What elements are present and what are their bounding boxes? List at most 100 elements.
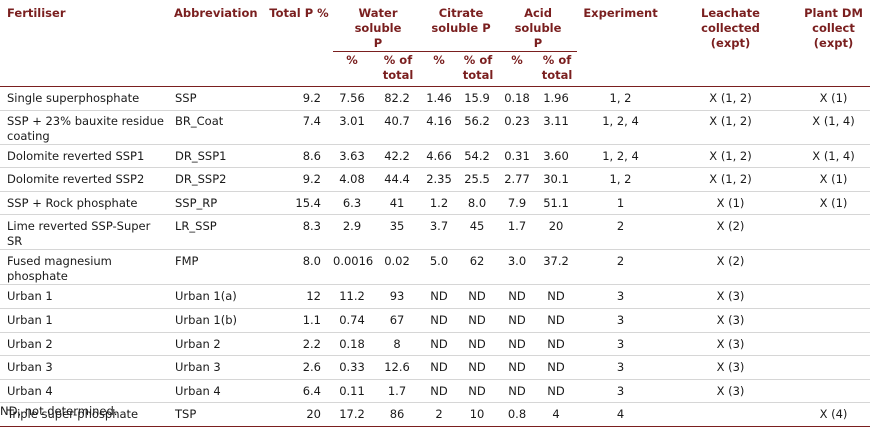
cell-experiment: 1, 2	[577, 86, 665, 111]
cell-experiment: 2	[577, 214, 665, 251]
cell-abbreviation: SSP_RP	[167, 191, 265, 216]
cell-experiment: 1, 2	[577, 167, 665, 192]
header-abbreviation: Abbreviation	[167, 0, 265, 87]
header-plant-dm: Plant DM collect (expt)	[797, 0, 870, 87]
cell-experiment: 1	[577, 191, 665, 216]
cell-acid-pct: 0.18	[499, 86, 536, 111]
header-citrate-soluble-p: Citrate soluble P	[423, 0, 500, 52]
cell-plant-dm: X (1)	[797, 86, 870, 111]
cell-fertiliser: Urban 4	[0, 379, 167, 404]
cell-plant-dm: X (1, 4)	[797, 110, 870, 145]
cell-acid-pct-total: 30.1	[535, 167, 578, 192]
cell-citrate-pct: 4.16	[423, 110, 456, 145]
cell-citrate-pct-total: 8.0	[455, 191, 500, 216]
cell-plant-dm	[797, 214, 870, 251]
cell-acid-pct-total: ND	[535, 284, 578, 309]
cell-abbreviation: Urban 4	[167, 379, 265, 404]
cell-citrate-pct: ND	[423, 379, 456, 404]
cell-citrate-pct-total: 56.2	[455, 110, 500, 145]
cell-citrate-pct: ND	[423, 284, 456, 309]
cell-water-pct: 7.56	[333, 86, 371, 111]
cell-citrate-pct-total: ND	[455, 308, 500, 333]
cell-acid-pct: 1.7	[499, 214, 536, 251]
cell-acid-pct-total: ND	[535, 332, 578, 357]
cell-acid-pct-total: 3.60	[535, 144, 578, 169]
cell-acid-pct: 0.8	[499, 402, 536, 427]
cell-water-pct-total: 35	[371, 214, 424, 251]
header-citrate-pct-total: % of total	[455, 51, 500, 87]
cell-plant-dm: X (4)	[797, 402, 870, 427]
table-row: Urban 1 Urban 1(b) 1.1 0.74 67 ND ND ND ND 3 X (3)	[0, 308, 870, 333]
cell-total-p: 8.0	[265, 249, 333, 286]
cell-water-pct-total: 42.2	[371, 144, 424, 169]
cell-citrate-pct-total: ND	[455, 284, 500, 309]
cell-citrate-pct-total: ND	[455, 332, 500, 357]
header-acid-soluble-p: Acid soluble P	[499, 0, 578, 52]
table-row: SSP + Rock phosphate SSP_RP 15.4 6.3 41 1.2 8.…	[0, 191, 870, 216]
cell-total-p: 12	[265, 284, 333, 309]
cell-citrate-pct: 3.7	[423, 214, 456, 251]
cell-total-p: 9.2	[265, 86, 333, 111]
cell-experiment: 1, 2, 4	[577, 144, 665, 169]
cell-leachate: X (2)	[664, 214, 798, 251]
header-fertiliser: Fertiliser	[0, 0, 167, 87]
header-total-p: Total P %	[265, 0, 333, 87]
cell-abbreviation: LR_SSP	[167, 214, 265, 251]
cell-acid-pct: ND	[499, 379, 536, 404]
cell-acid-pct-total: 51.1	[535, 191, 578, 216]
cell-plant-dm	[797, 355, 870, 380]
header-leachate: Leachate collected (expt)	[664, 0, 798, 87]
cell-total-p: 20	[265, 402, 333, 427]
cell-experiment: 3	[577, 308, 665, 333]
cell-plant-dm	[797, 332, 870, 357]
cell-water-pct: 0.74	[333, 308, 371, 333]
cell-fertiliser: Triple super-phosphate	[0, 402, 167, 427]
cell-experiment: 2	[577, 249, 665, 286]
cell-citrate-pct-total: ND	[455, 379, 500, 404]
cell-water-pct: 2.9	[333, 214, 371, 251]
cell-citrate-pct-total: 15.9	[455, 86, 500, 111]
cell-fertiliser: Urban 1	[0, 284, 167, 309]
cell-water-pct-total: 40.7	[371, 110, 424, 145]
cell-total-p: 6.4	[265, 379, 333, 404]
cell-citrate-pct: 2.35	[423, 167, 456, 192]
cell-experiment: 4	[577, 402, 665, 427]
cell-water-pct: 0.18	[333, 332, 371, 357]
cell-plant-dm	[797, 249, 870, 286]
cell-plant-dm: X (1)	[797, 191, 870, 216]
cell-plant-dm	[797, 379, 870, 404]
header-water-soluble-p: Water soluble P	[333, 0, 424, 52]
cell-citrate-pct: ND	[423, 332, 456, 357]
cell-plant-dm: X (1, 4)	[797, 144, 870, 169]
cell-acid-pct: ND	[499, 332, 536, 357]
cell-citrate-pct: 4.66	[423, 144, 456, 169]
cell-citrate-pct-total: 54.2	[455, 144, 500, 169]
table-row: Triple super-phosphate TSP 20 17.2 86 2 10 0.8 4…	[0, 402, 870, 427]
cell-citrate-pct-total: ND	[455, 355, 500, 380]
cell-experiment: 3	[577, 379, 665, 404]
cell-citrate-pct-total: 25.5	[455, 167, 500, 192]
table-row: Dolomite reverted SSP2 DR_SSP2 9.2 4.08 44.4…	[0, 167, 870, 192]
cell-water-pct: 17.2	[333, 402, 371, 427]
cell-citrate-pct: ND	[423, 308, 456, 333]
header-water-pct: %	[333, 51, 371, 87]
cell-fertiliser: Dolomite reverted SSP1	[0, 144, 167, 169]
cell-water-pct-total: 82.2	[371, 86, 424, 111]
cell-leachate: X (1, 2)	[664, 86, 798, 111]
cell-acid-pct: 0.31	[499, 144, 536, 169]
cell-acid-pct: ND	[499, 284, 536, 309]
table-row: Urban 1 Urban 1(a) 12 11.2 93 ND ND ND ND 3 X (3)	[0, 284, 870, 309]
table-row: Single superphosphate SSP 9.2 7.56 82.2 1.46 1…	[0, 86, 870, 111]
table-row: Urban 2 Urban 2 2.2 0.18 8 ND ND ND ND 3 X (3)	[0, 332, 870, 357]
cell-acid-pct: ND	[499, 308, 536, 333]
cell-plant-dm: X (1)	[797, 167, 870, 192]
cell-acid-pct: 3.0	[499, 249, 536, 286]
cell-water-pct-total: 93	[371, 284, 424, 309]
table-row: Urban 4 Urban 4 6.4 0.11 1.7 ND ND ND ND 3 X (3)	[0, 379, 870, 404]
table-row: Dolomite reverted SSP1 DR_SSP1 8.6 3.63 42.2…	[0, 144, 870, 169]
cell-total-p: 1.1	[265, 308, 333, 333]
cell-fertiliser: Urban 3	[0, 355, 167, 380]
cell-abbreviation: Urban 1(a)	[167, 284, 265, 309]
table-row: Fused magnesium phosphate FMP 8.0 0.0016 0.0…	[0, 249, 870, 286]
